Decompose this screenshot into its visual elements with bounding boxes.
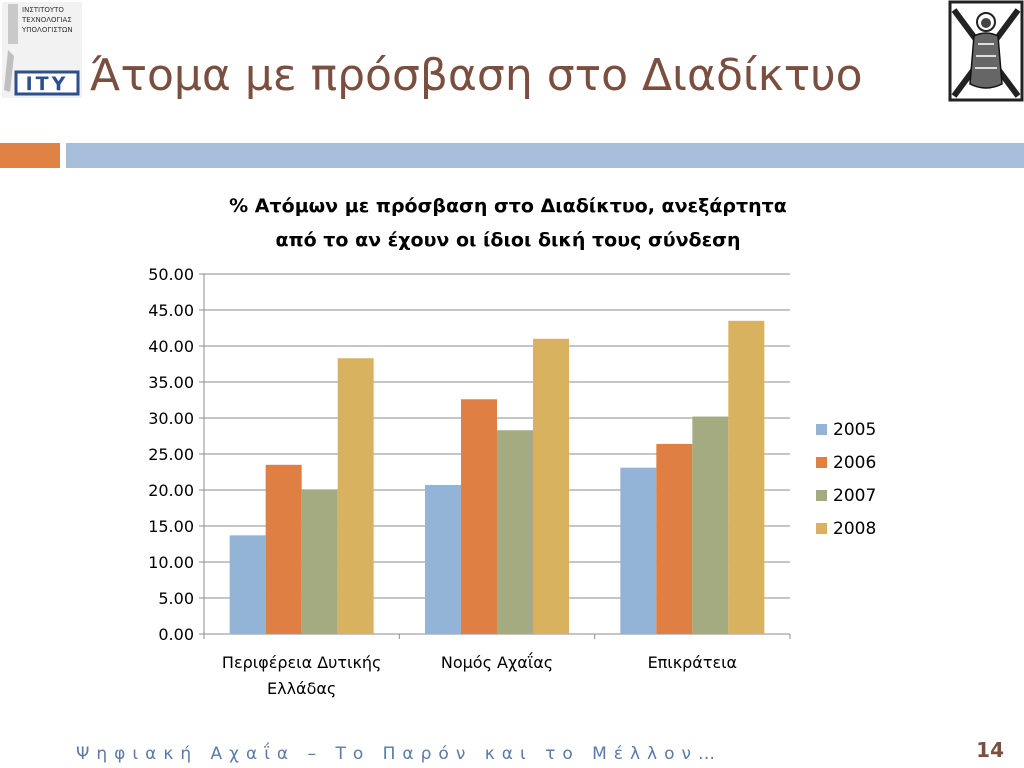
bar-2005 [425,484,461,634]
y-tick-label: 50.00 [148,265,194,284]
y-tick-label: 45.00 [148,301,194,320]
bar-2007 [692,416,729,634]
legend-swatch-2006 [816,457,827,468]
y-tick-label: 15.00 [148,517,194,536]
footer-text: Ψηφιακή Αχαΐα – Το Παρόν και το Μέλλον… [76,744,723,764]
bar-2008 [728,320,765,634]
chart-title-line-1: % Ατόμων με πρόσβαση στο Διαδίκτυο, ανεξ… [229,195,787,217]
legend-label-2007: 2007 [833,486,876,506]
iti-logo-mark: ΙΤΥ [26,73,69,95]
bar-2007 [301,490,338,634]
accent-bar-blue [66,143,1024,168]
legend-swatch-2008 [816,523,827,534]
bar-2006 [461,399,497,634]
bar-2005 [620,467,657,634]
saint-emblem-logo [948,0,1024,102]
legend-label-2005: 2005 [833,420,876,440]
iti-logo-line1: ΙΝΣΤΙΤΟΥΤΟ [22,6,64,14]
x-category-label: Ελλάδας [267,679,336,698]
x-category-label: Επικράτεια [648,653,738,672]
y-tick-label: 20.00 [148,481,194,500]
y-tick-label: 10.00 [148,553,194,572]
iti-logo: ΙΝΣΤΙΤΟΥΤΟ ΤΕΧΝΟΛΟΓΙΑΣ ΥΠΟΛΟΓΙΣΤΩΝ ΙΤΥ [2,2,82,98]
bar-2005 [229,535,266,634]
legend-swatch-2005 [816,424,827,435]
page-number: 14 [976,738,1004,762]
x-category-label: Νομός Αχαΐας [441,652,553,672]
accent-bar-orange [0,143,60,168]
bar-chart: % Ατόμων με πρόσβαση στο Διαδίκτυο, ανεξ… [148,195,876,698]
bar-2006 [265,464,302,634]
y-tick-label: 40.00 [148,337,194,356]
chart-title-line-2: από το αν έχουν οι ίδιοι δική τους σύνδε… [276,229,741,251]
y-tick-label: 0.00 [158,625,194,644]
bar-2008 [533,338,569,634]
y-tick-label: 5.00 [158,589,194,608]
iti-logo-line3: ΥΠΟΛΟΓΙΣΤΩΝ [21,26,73,34]
iti-logo-line2: ΤΕΧΝΟΛΟΓΙΑΣ [21,16,72,24]
y-tick-label: 25.00 [148,445,194,464]
bar-2007 [497,430,533,634]
slide-title: Άτομα με πρόσβαση στο Διαδίκτυο [90,50,863,101]
legend-swatch-2007 [816,490,827,501]
legend-label-2008: 2008 [833,519,876,539]
x-category-label: Περιφέρεια Δυτικής [222,653,382,672]
legend-label-2006: 2006 [833,453,876,473]
bar-2008 [337,358,374,634]
y-tick-label: 30.00 [148,409,194,428]
y-tick-label: 35.00 [148,373,194,392]
bar-2006 [656,443,693,634]
